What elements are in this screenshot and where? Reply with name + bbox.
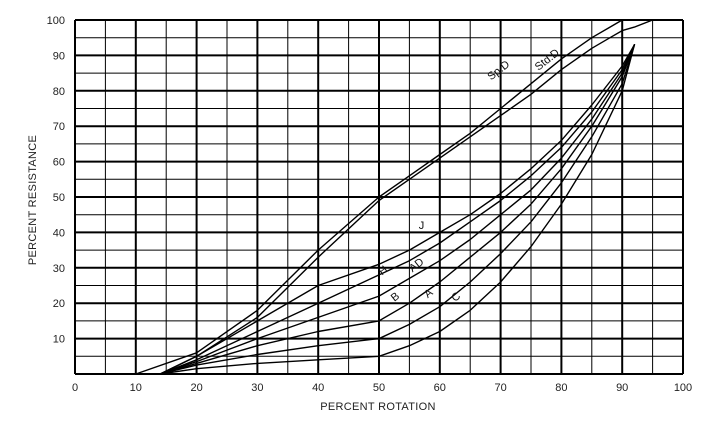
curve-j bbox=[159, 44, 636, 375]
x-tick-label: 100 bbox=[674, 382, 692, 394]
x-tick-label: 20 bbox=[190, 382, 202, 394]
curve-sp-d bbox=[135, 19, 623, 375]
y-tick-label: 30 bbox=[53, 263, 65, 275]
curve-h bbox=[159, 44, 636, 375]
x-tick-label: 50 bbox=[373, 382, 385, 394]
x-tick-label: 30 bbox=[251, 382, 263, 394]
curve-c bbox=[159, 44, 636, 375]
chart-curves bbox=[135, 19, 654, 375]
x-tick-label: 40 bbox=[312, 382, 324, 394]
curve-std-d bbox=[159, 19, 654, 375]
curve-label: Sp.D bbox=[485, 58, 512, 83]
x-tick-label: 90 bbox=[616, 382, 628, 394]
y-axis-label: PERCENT RESISTANCE bbox=[27, 135, 39, 265]
y-tick-label: 70 bbox=[53, 121, 65, 133]
curve-b bbox=[159, 44, 636, 375]
x-tick-label: 80 bbox=[555, 382, 567, 394]
x-tick-label: 70 bbox=[494, 382, 506, 394]
curve-a bbox=[159, 44, 636, 375]
y-tick-label: 60 bbox=[53, 157, 65, 169]
curve-label: A bbox=[422, 286, 436, 300]
x-tick-label: 0 bbox=[72, 382, 78, 394]
x-axis-label: PERCENT ROTATION bbox=[320, 401, 435, 413]
curve-label: Std.D bbox=[533, 47, 562, 73]
y-axis-ticks: 10 20 30 40 50 60 70 80 90 100 bbox=[47, 15, 65, 346]
y-tick-label: 20 bbox=[53, 298, 65, 310]
x-axis-ticks: 0 10 20 30 40 50 60 70 80 90 100 bbox=[72, 382, 692, 394]
y-tick-label: 10 bbox=[53, 334, 65, 346]
y-tick-label: 40 bbox=[53, 227, 65, 239]
x-tick-label: 10 bbox=[130, 382, 142, 394]
chart-curve-labels: Sp.D Std.DJH ADB A C bbox=[376, 47, 562, 305]
curve-label: J bbox=[419, 220, 425, 232]
y-tick-label: 50 bbox=[53, 192, 65, 204]
y-tick-label: 80 bbox=[53, 86, 65, 98]
y-tick-label: 90 bbox=[53, 50, 65, 62]
y-tick-label: 100 bbox=[47, 15, 65, 27]
x-tick-label: 60 bbox=[434, 382, 446, 394]
curve-ad bbox=[159, 44, 636, 375]
curve-label: B bbox=[389, 290, 402, 304]
